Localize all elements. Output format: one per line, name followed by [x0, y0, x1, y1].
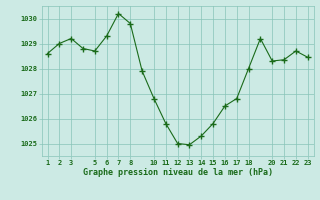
- X-axis label: Graphe pression niveau de la mer (hPa): Graphe pression niveau de la mer (hPa): [83, 168, 273, 177]
